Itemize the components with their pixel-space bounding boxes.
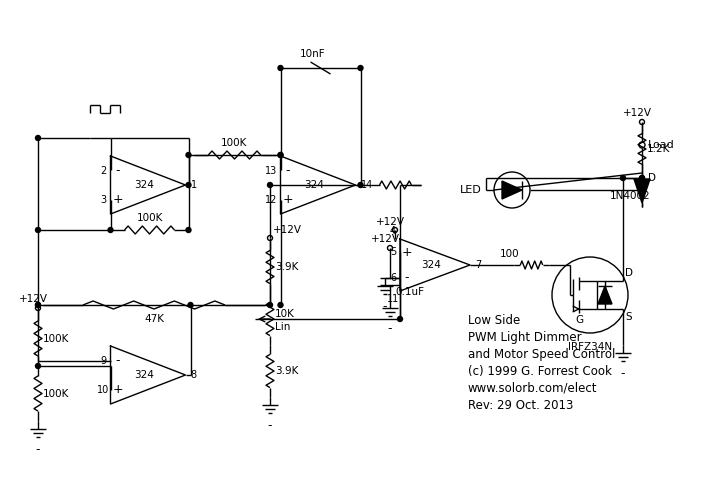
Text: 14: 14	[360, 180, 373, 190]
Text: -: -	[268, 419, 272, 432]
Circle shape	[620, 175, 625, 180]
Text: Low Side: Low Side	[468, 314, 521, 326]
Text: and Motor Speed Control: and Motor Speed Control	[468, 347, 615, 361]
Text: 9: 9	[100, 356, 107, 366]
Circle shape	[35, 227, 40, 232]
Text: 100K: 100K	[43, 334, 69, 343]
Circle shape	[267, 302, 272, 308]
Text: -: -	[285, 164, 290, 177]
Text: +: +	[401, 245, 412, 259]
Text: www.solorb.com/elect: www.solorb.com/elect	[468, 382, 598, 394]
Text: 0.1uF: 0.1uF	[395, 287, 424, 297]
Text: LED: LED	[460, 185, 482, 195]
Text: 100: 100	[500, 249, 519, 259]
Text: 3.9K: 3.9K	[275, 262, 298, 272]
Text: 47K: 47K	[144, 314, 164, 324]
Circle shape	[398, 317, 402, 321]
Text: 10K: 10K	[275, 309, 295, 319]
Text: IRFZ34N: IRFZ34N	[568, 342, 612, 352]
Text: +12V: +12V	[273, 225, 302, 235]
Text: D: D	[648, 173, 656, 183]
Text: 1: 1	[191, 180, 196, 190]
Text: S: S	[625, 312, 632, 322]
Text: +12V: +12V	[19, 294, 48, 304]
Circle shape	[358, 66, 363, 71]
Polygon shape	[634, 179, 650, 203]
Text: 3.9K: 3.9K	[275, 366, 298, 376]
Text: (c) 1999 G. Forrest Cook: (c) 1999 G. Forrest Cook	[468, 365, 612, 377]
Text: 8: 8	[191, 370, 196, 380]
Text: 100K: 100K	[136, 213, 162, 223]
Text: -: -	[383, 300, 387, 313]
Text: -: -	[621, 367, 625, 380]
Text: Load: Load	[648, 140, 675, 150]
Text: -: -	[388, 322, 392, 335]
Text: +: +	[282, 193, 293, 206]
Circle shape	[188, 302, 193, 308]
Text: 11: 11	[387, 294, 399, 304]
Circle shape	[186, 227, 191, 232]
Circle shape	[278, 152, 283, 157]
Text: 3: 3	[100, 195, 107, 204]
Text: 324: 324	[304, 180, 324, 190]
Text: 324: 324	[134, 370, 154, 380]
Text: 12: 12	[265, 195, 278, 204]
Circle shape	[278, 66, 283, 71]
Circle shape	[358, 182, 363, 188]
Text: 100K: 100K	[43, 389, 69, 398]
Text: +: +	[112, 193, 123, 206]
Text: 6: 6	[390, 273, 396, 283]
Text: 4: 4	[390, 226, 396, 236]
Text: 1N4002: 1N4002	[610, 191, 651, 201]
Text: 13: 13	[266, 166, 278, 175]
Text: +12V: +12V	[622, 108, 651, 118]
Circle shape	[267, 182, 272, 188]
Text: -: -	[116, 354, 120, 367]
Text: +12V: +12V	[370, 234, 399, 244]
Text: G: G	[575, 315, 583, 325]
Text: 1.2K: 1.2K	[647, 144, 670, 154]
Text: 324: 324	[421, 260, 441, 270]
Text: 7: 7	[475, 260, 482, 270]
Text: -: -	[405, 271, 409, 285]
Circle shape	[108, 227, 113, 232]
Text: Rev: 29 Oct. 2013: Rev: 29 Oct. 2013	[468, 398, 573, 412]
Text: D: D	[625, 268, 633, 278]
Circle shape	[640, 175, 645, 180]
Text: -: -	[116, 164, 120, 177]
Text: 10nF: 10nF	[300, 49, 326, 59]
Circle shape	[640, 175, 645, 180]
Text: +: +	[112, 383, 123, 396]
Circle shape	[35, 302, 40, 308]
Circle shape	[35, 302, 40, 308]
Text: PWM Light Dimmer: PWM Light Dimmer	[468, 330, 582, 343]
Circle shape	[186, 182, 191, 188]
Text: 5: 5	[390, 247, 396, 257]
Circle shape	[278, 302, 283, 308]
Circle shape	[186, 152, 191, 157]
Text: Lin: Lin	[275, 322, 290, 332]
Text: 10: 10	[97, 385, 110, 394]
Circle shape	[278, 152, 283, 157]
Text: +12V: +12V	[375, 217, 404, 227]
Circle shape	[35, 364, 40, 368]
Text: 100K: 100K	[222, 138, 248, 148]
Text: 324: 324	[134, 180, 154, 190]
Polygon shape	[502, 181, 522, 199]
Polygon shape	[598, 286, 612, 304]
Circle shape	[35, 136, 40, 141]
Text: -: -	[36, 443, 40, 456]
Text: 2: 2	[100, 166, 107, 175]
